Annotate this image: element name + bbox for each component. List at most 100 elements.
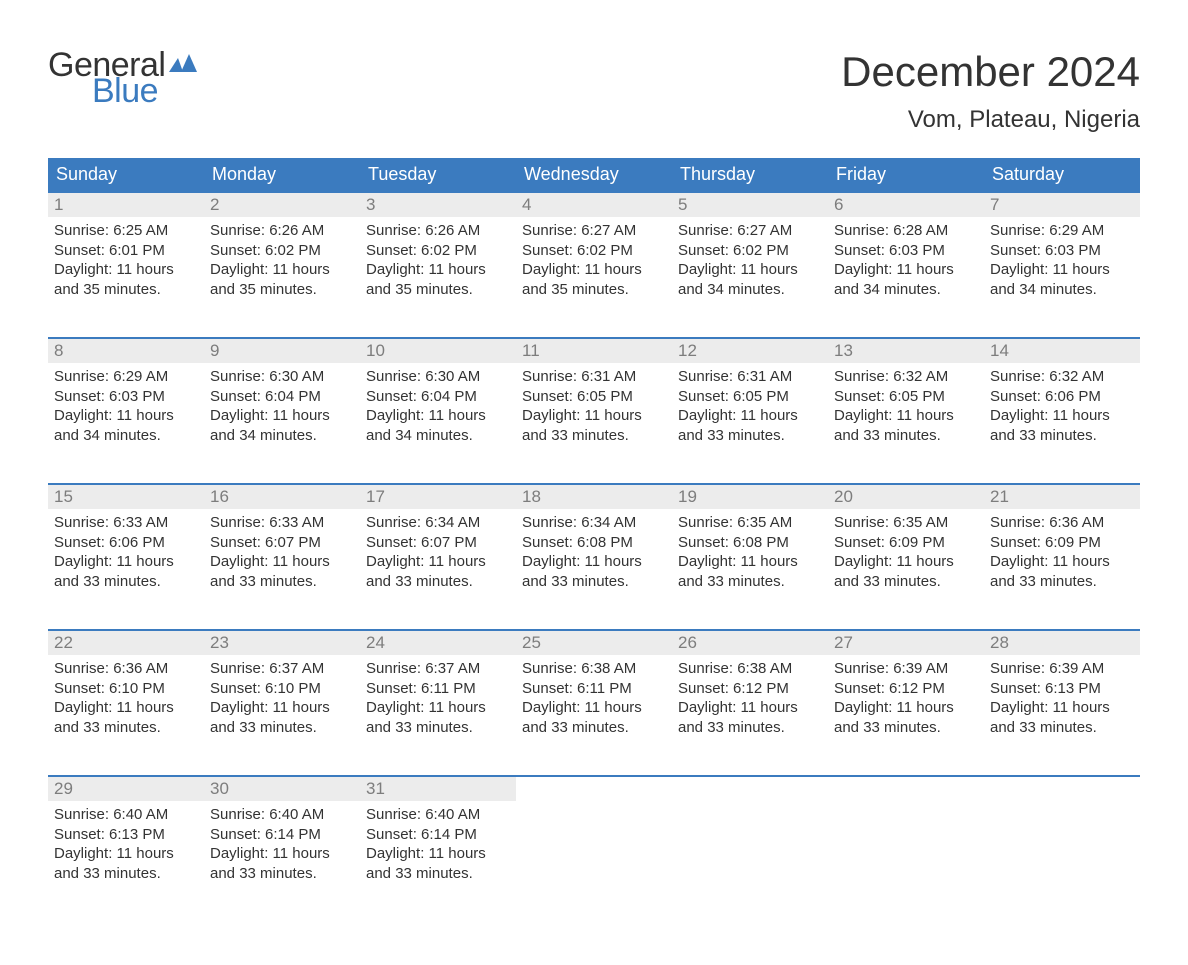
sunset-text: Sunset: 6:02 PM — [366, 241, 510, 261]
weekday-header: Saturday — [984, 158, 1140, 193]
daylight-text-1: Daylight: 11 hours — [366, 552, 510, 572]
sunset-text: Sunset: 6:11 PM — [366, 679, 510, 699]
daylight-text-1: Daylight: 11 hours — [210, 406, 354, 426]
weekday-header: Wednesday — [516, 158, 672, 193]
sunrise-text: Sunrise: 6:27 AM — [678, 221, 822, 241]
week-spacer — [48, 613, 1140, 629]
sunrise-text: Sunrise: 6:30 AM — [210, 367, 354, 387]
sunrise-text: Sunrise: 6:35 AM — [678, 513, 822, 533]
daylight-text-2: and 33 minutes. — [210, 718, 354, 738]
daylight-text-1: Daylight: 11 hours — [54, 698, 198, 718]
daylight-text-1: Daylight: 11 hours — [366, 844, 510, 864]
sunset-text: Sunset: 6:06 PM — [990, 387, 1134, 407]
daylight-text-2: and 34 minutes. — [834, 280, 978, 300]
sunrise-text: Sunrise: 6:35 AM — [834, 513, 978, 533]
sunset-text: Sunset: 6:02 PM — [210, 241, 354, 261]
day-number: 5 — [672, 193, 828, 217]
day-number: 29 — [48, 777, 204, 801]
day-number: 31 — [360, 777, 516, 801]
daylight-text-2: and 33 minutes. — [678, 572, 822, 592]
calendar-day: 12Sunrise: 6:31 AMSunset: 6:05 PMDayligh… — [672, 339, 828, 467]
calendar-day: 11Sunrise: 6:31 AMSunset: 6:05 PMDayligh… — [516, 339, 672, 467]
daylight-text-2: and 33 minutes. — [54, 572, 198, 592]
sunrise-text: Sunrise: 6:39 AM — [834, 659, 978, 679]
calendar-week: 8Sunrise: 6:29 AMSunset: 6:03 PMDaylight… — [48, 337, 1140, 467]
sunrise-text: Sunrise: 6:33 AM — [54, 513, 198, 533]
calendar-day: 19Sunrise: 6:35 AMSunset: 6:08 PMDayligh… — [672, 485, 828, 613]
day-body: Sunrise: 6:40 AMSunset: 6:14 PMDaylight:… — [204, 801, 360, 891]
day-body: Sunrise: 6:29 AMSunset: 6:03 PMDaylight:… — [984, 217, 1140, 307]
sunrise-text: Sunrise: 6:29 AM — [990, 221, 1134, 241]
daylight-text-2: and 33 minutes. — [54, 864, 198, 884]
calendar-day: 28Sunrise: 6:39 AMSunset: 6:13 PMDayligh… — [984, 631, 1140, 759]
day-body: Sunrise: 6:40 AMSunset: 6:14 PMDaylight:… — [360, 801, 516, 891]
daylight-text-2: and 35 minutes. — [366, 280, 510, 300]
sunset-text: Sunset: 6:10 PM — [210, 679, 354, 699]
calendar: SundayMondayTuesdayWednesdayThursdayFrid… — [48, 158, 1140, 905]
daylight-text-1: Daylight: 11 hours — [990, 552, 1134, 572]
daylight-text-1: Daylight: 11 hours — [210, 552, 354, 572]
day-number: 13 — [828, 339, 984, 363]
sunrise-text: Sunrise: 6:39 AM — [990, 659, 1134, 679]
sunrise-text: Sunrise: 6:25 AM — [54, 221, 198, 241]
title-block: December 2024 Vom, Plateau, Nigeria — [841, 48, 1140, 134]
calendar-day: 27Sunrise: 6:39 AMSunset: 6:12 PMDayligh… — [828, 631, 984, 759]
logo-text-blue: Blue — [92, 74, 197, 108]
daylight-text-2: and 33 minutes. — [834, 426, 978, 446]
calendar-day: 16 Sunrise: 6:33 AMSunset: 6:07 PMDayligh… — [204, 485, 360, 613]
sunrise-text: Sunrise: 6:34 AM — [366, 513, 510, 533]
daylight-text-1: Daylight: 11 hours — [54, 260, 198, 280]
day-body: Sunrise: 6:37 AMSunset: 6:11 PMDaylight:… — [360, 655, 516, 745]
day-number: 22 — [48, 631, 204, 655]
sunset-text: Sunset: 6:09 PM — [990, 533, 1134, 553]
sunset-text: Sunset: 6:03 PM — [834, 241, 978, 261]
calendar-day: 18Sunrise: 6:34 AMSunset: 6:08 PMDayligh… — [516, 485, 672, 613]
day-number: 23 — [204, 631, 360, 655]
sunset-text: Sunset: 6:12 PM — [678, 679, 822, 699]
sunset-text: Sunset: 6:07 PM — [366, 533, 510, 553]
daylight-text-1: Daylight: 11 hours — [834, 698, 978, 718]
day-number: 17 — [360, 485, 516, 509]
day-number: 16 — [204, 485, 360, 509]
sunrise-text: Sunrise: 6:33 AM — [210, 513, 354, 533]
daylight-text-1: Daylight: 11 hours — [366, 260, 510, 280]
day-body: Sunrise: 6:30 AMSunset: 6:04 PMDaylight:… — [204, 363, 360, 453]
daylight-text-2: and 34 minutes. — [210, 426, 354, 446]
calendar-week: 1Sunrise: 6:25 AMSunset: 6:01 PMDaylight… — [48, 193, 1140, 321]
daylight-text-1: Daylight: 11 hours — [678, 406, 822, 426]
sunset-text: Sunset: 6:01 PM — [54, 241, 198, 261]
calendar-day: 20Sunrise: 6:35 AMSunset: 6:09 PMDayligh… — [828, 485, 984, 613]
logo-flag-icon — [169, 54, 197, 76]
daylight-text-1: Daylight: 11 hours — [210, 260, 354, 280]
day-body: Sunrise: 6:32 AMSunset: 6:05 PMDaylight:… — [828, 363, 984, 453]
sunrise-text: Sunrise: 6:29 AM — [54, 367, 198, 387]
calendar-day: 29Sunrise: 6:40 AMSunset: 6:13 PMDayligh… — [48, 777, 204, 905]
day-number: 6 — [828, 193, 984, 217]
day-body: Sunrise: 6:39 AMSunset: 6:13 PMDaylight:… — [984, 655, 1140, 745]
calendar-week: 22Sunrise: 6:36 AMSunset: 6:10 PMDayligh… — [48, 629, 1140, 759]
location-label: Vom, Plateau, Nigeria — [841, 106, 1140, 134]
sunset-text: Sunset: 6:07 PM — [210, 533, 354, 553]
sunrise-text: Sunrise: 6:31 AM — [522, 367, 666, 387]
daylight-text-1: Daylight: 11 hours — [834, 552, 978, 572]
calendar-day: 10Sunrise: 6:30 AMSunset: 6:04 PMDayligh… — [360, 339, 516, 467]
daylight-text-1: Daylight: 11 hours — [834, 260, 978, 280]
day-body: Sunrise: 6:33 AMSunset: 6:06 PMDaylight:… — [48, 509, 204, 599]
daylight-text-2: and 33 minutes. — [366, 718, 510, 738]
daylight-text-1: Daylight: 11 hours — [522, 698, 666, 718]
day-body: Sunrise: 6:34 AMSunset: 6:07 PMDaylight:… — [360, 509, 516, 599]
daylight-text-2: and 33 minutes. — [210, 864, 354, 884]
calendar-day: 13Sunrise: 6:32 AMSunset: 6:05 PMDayligh… — [828, 339, 984, 467]
daylight-text-2: and 34 minutes. — [54, 426, 198, 446]
calendar-day: 2Sunrise: 6:26 AMSunset: 6:02 PMDaylight… — [204, 193, 360, 321]
calendar-day: 23Sunrise: 6:37 AMSunset: 6:10 PMDayligh… — [204, 631, 360, 759]
daylight-text-2: and 33 minutes. — [990, 572, 1134, 592]
weekday-header: Friday — [828, 158, 984, 193]
sunrise-text: Sunrise: 6:37 AM — [366, 659, 510, 679]
sunset-text: Sunset: 6:10 PM — [54, 679, 198, 699]
day-body: Sunrise: 6:30 AMSunset: 6:04 PMDaylight:… — [360, 363, 516, 453]
weekday-header-row: SundayMondayTuesdayWednesdayThursdayFrid… — [48, 158, 1140, 193]
sunset-text: Sunset: 6:05 PM — [522, 387, 666, 407]
day-number: 25 — [516, 631, 672, 655]
day-number: 21 — [984, 485, 1140, 509]
